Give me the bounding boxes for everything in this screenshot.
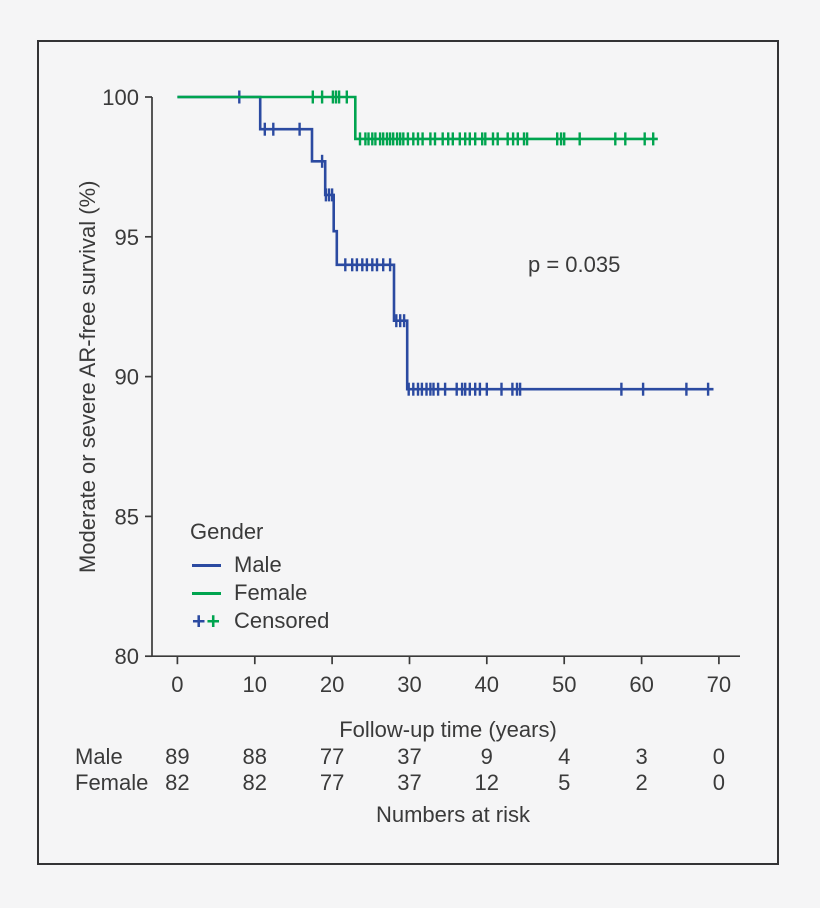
female-line-swatch [192,591,224,595]
risk-value: 3 [635,744,648,769]
legend-label-male: Male [234,552,282,577]
x-tick-label: 20 [320,672,344,697]
legend-item-male: Male [190,551,329,579]
y-tick-label: 100 [102,85,139,110]
risk-value: 9 [480,744,493,769]
figure-frame [37,40,779,865]
risk-value: 88 [242,744,268,769]
p-value-annotation: p = 0.035 [528,252,621,277]
risk-value: 2 [635,770,648,795]
x-axis-title: Follow-up time (years) [339,717,557,742]
numbers-at-risk-title: Numbers at risk [375,802,531,827]
y-tick-label: 90 [115,365,139,390]
legend-title: Gender [190,519,264,544]
male-censor-plus-icon: + [192,608,206,634]
male-curve [177,95,714,391]
risk-value: 77 [319,770,345,795]
risk-row-label-female: Female [75,770,149,795]
x-tick-label: 0 [171,672,183,697]
y-tick-label: 85 [115,504,139,529]
risk-value: 82 [165,770,190,795]
risk-row-label-male: Male [75,744,123,769]
risk-value: 5 [558,770,571,795]
risk-value: 37 [397,770,422,795]
y-tick-label: 80 [115,644,139,669]
x-tick-label: 40 [475,672,499,697]
legend-label-female: Female [234,580,308,605]
y-tick-label: 95 [115,225,139,250]
risk-value: 0 [712,770,726,795]
x-tick-label: 10 [243,672,267,697]
risk-value: 77 [319,744,345,769]
legend-label-censored: Censored [234,608,330,633]
x-tick-label: 60 [629,672,653,697]
risk-value: 82 [242,770,268,795]
legend-item-censored: + + Censored [190,607,329,635]
legend: Gender Male Female + + Censored [190,518,329,635]
risk-value: 12 [474,770,500,795]
x-tick-label: 50 [552,672,576,697]
risk-value: 4 [558,744,571,769]
male-line-swatch [192,563,224,567]
female-censor-plus-icon: + [206,608,220,634]
risk-value: 89 [165,744,190,769]
risk-value: 37 [397,744,422,769]
x-tick-label: 30 [397,672,421,697]
y-axis-title: Moderate or severe AR-free survival (%) [75,180,100,573]
censored-plus-icon: + + [192,608,224,634]
x-tick-label: 70 [707,672,731,697]
risk-value: 0 [712,744,726,769]
legend-item-female: Female [190,579,329,607]
